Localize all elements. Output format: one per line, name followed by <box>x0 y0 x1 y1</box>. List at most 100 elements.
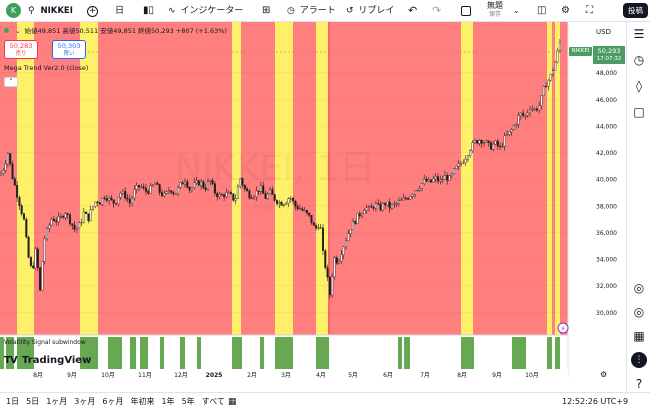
currency-label[interactable]: USD <box>596 28 611 36</box>
candle <box>48 222 51 233</box>
candle <box>407 197 410 201</box>
candle <box>552 67 555 77</box>
range-button-1[interactable]: 5日 <box>26 397 40 406</box>
range-button-5[interactable]: 年初来 <box>130 397 155 406</box>
alerts-panel-button[interactable]: ◷ <box>631 52 647 68</box>
signal-bar <box>180 337 185 369</box>
range-button-0[interactable]: 1日 <box>6 397 20 406</box>
alert-button[interactable]: ◷ アラート <box>287 3 336 19</box>
range-button-6[interactable]: 1年 <box>161 397 175 406</box>
clock-display[interactable]: 12:52:26 UTC+9 <box>562 397 629 406</box>
candle <box>492 141 495 152</box>
caution-zone <box>80 22 98 335</box>
candle <box>133 185 136 201</box>
alarm-icon: ◷ <box>287 6 295 16</box>
candle <box>372 205 375 211</box>
range-button-4[interactable]: 6ヶ月 <box>102 397 124 406</box>
subwindow-label[interactable]: Volatility Signal subwindow <box>4 339 86 346</box>
candle <box>124 187 127 202</box>
more-apps-button[interactable]: ⋮ <box>631 352 647 368</box>
chat-button[interactable]: □ <box>631 104 647 120</box>
buy-button[interactable]: 50,303 買い <box>52 40 86 59</box>
sell-button[interactable]: 50,283 売り <box>4 40 38 59</box>
range-button-7[interactable]: 5年 <box>181 397 195 406</box>
caution-zone <box>232 22 241 335</box>
caution-zone <box>275 22 293 335</box>
collapse-indicators-button[interactable]: ˄ <box>4 77 18 87</box>
candle <box>276 199 279 207</box>
timeframe-button[interactable]: 日 <box>115 3 124 19</box>
candle <box>0 170 2 176</box>
candle <box>264 190 267 199</box>
symbol-search[interactable]: ⚲ NIKKEI <box>28 3 73 19</box>
candle <box>499 142 502 150</box>
caution-zone <box>316 22 330 335</box>
bar-style-icon: ▮▯ <box>143 5 155 16</box>
price-axis[interactable] <box>568 22 626 378</box>
candle <box>381 201 384 212</box>
candle <box>285 201 288 205</box>
price-chart[interactable]: NIKKEI, 1日 日経平均 30,00032,00034,00036,000… <box>0 22 626 378</box>
calendar-icon: ▦ <box>633 329 645 343</box>
candle <box>234 194 237 205</box>
ohlc-values: 始値49,851 高値50,511 安値49,851 終値50,293 +807… <box>24 27 227 35</box>
candle <box>388 198 391 213</box>
save-layout-button[interactable]: 無題 保存 <box>487 1 503 18</box>
candle <box>384 202 387 210</box>
indicator-legend[interactable]: Mega Trend Ver2.0 (close) <box>4 64 89 72</box>
watchlist-button[interactable]: ☰ <box>631 26 647 42</box>
snapshot-button[interactable]: ◫ <box>537 3 546 19</box>
candle <box>71 223 74 230</box>
redo-button[interactable]: ↷ <box>432 3 441 19</box>
candle <box>39 266 42 292</box>
candle <box>96 200 99 207</box>
layout-subtitle: 保存 <box>488 11 501 18</box>
calendar-button[interactable]: ▦ <box>631 328 647 344</box>
candle <box>434 173 437 183</box>
range-button-3[interactable]: 3ヶ月 <box>74 397 96 406</box>
axis-settings-icon[interactable]: ⚙ <box>600 370 607 378</box>
layers-button[interactable]: ◊ <box>631 78 647 94</box>
candle <box>114 203 117 205</box>
fullscreen-mode-button[interactable]: ⛶ <box>586 3 593 19</box>
tradingview-logo[interactable]: TV TradingView <box>4 354 91 368</box>
candle <box>418 186 421 192</box>
candle <box>66 212 69 220</box>
time-tick: 10月 <box>101 372 115 378</box>
candle <box>324 249 327 270</box>
range-button-2[interactable]: 1ヶ月 <box>46 397 68 406</box>
settings-button[interactable]: ⚙ <box>561 3 570 19</box>
candle <box>271 186 274 195</box>
ideas-button[interactable]: ◎ <box>631 304 647 320</box>
candle <box>34 246 37 270</box>
caution-zone <box>17 22 34 335</box>
candle <box>154 181 157 186</box>
caution-zone <box>555 22 560 335</box>
candle <box>354 220 357 225</box>
legend-collapse-icon[interactable]: ⌄ <box>15 27 21 35</box>
indicators-button[interactable]: ∿ インジケーター <box>168 3 243 19</box>
range-button-8[interactable]: すべて <box>201 397 225 406</box>
publish-button[interactable]: 投稿 <box>623 3 648 18</box>
candle <box>517 112 520 128</box>
candle <box>370 202 373 208</box>
signal-bar <box>6 337 14 369</box>
date-range-button[interactable]: ▦ <box>228 396 237 408</box>
undo-button[interactable]: ↶ <box>408 3 417 19</box>
help-button[interactable]: ? <box>631 376 647 392</box>
layout-menu-button[interactable]: ⌄ <box>513 3 520 19</box>
candle <box>20 203 23 217</box>
bar-style-button[interactable]: ▮▯ <box>143 3 154 19</box>
candle <box>108 196 111 205</box>
layout-button[interactable]: ⊞ <box>262 3 270 19</box>
time-tick: 6月 <box>383 372 393 378</box>
candle <box>183 178 186 189</box>
signals-button[interactable]: ◎ <box>631 280 647 296</box>
ohlc-legend: ⌄ 始値49,851 高値50,511 安値49,851 終値50,293 +8… <box>4 25 574 37</box>
replay-button[interactable]: ↺ リプレイ <box>346 3 394 19</box>
event-marker[interactable]: ⚡ <box>557 322 569 334</box>
fullscreen-button[interactable] <box>461 3 471 19</box>
user-avatar[interactable]: K <box>6 3 21 18</box>
alert-label: アラート <box>299 6 336 16</box>
compare-button[interactable]: + <box>87 3 98 19</box>
